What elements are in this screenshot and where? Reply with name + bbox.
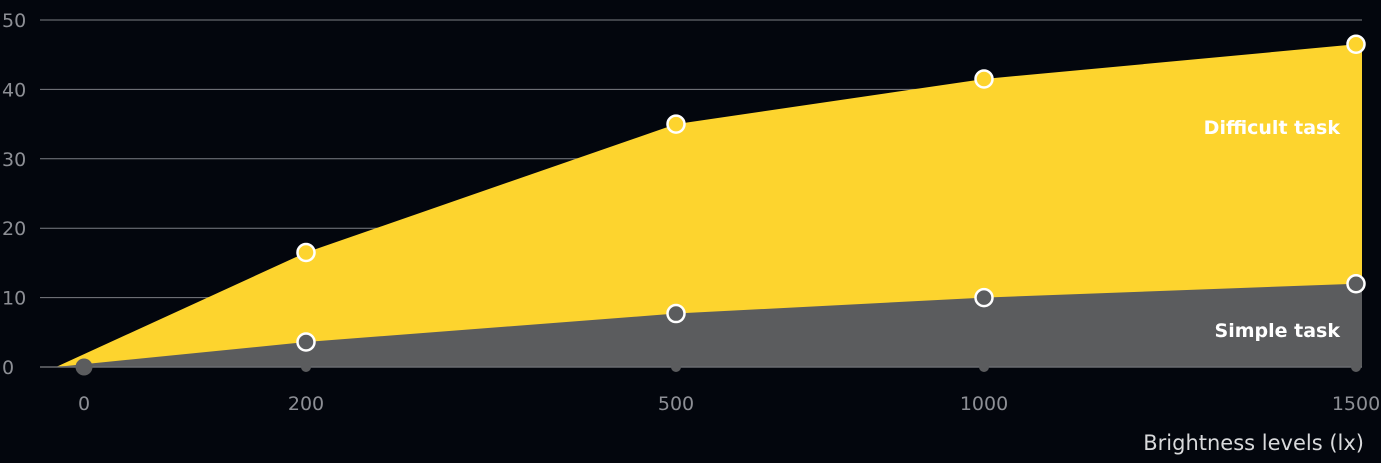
marker-simple-task xyxy=(974,287,994,308)
marker-simple-task xyxy=(666,303,686,324)
x-tick-label: 200 xyxy=(288,393,324,415)
y-tick-label: 10 xyxy=(2,288,26,310)
y-tick-label: 20 xyxy=(2,218,26,240)
x-tick-label: 500 xyxy=(658,393,694,415)
y-tick-label: 50 xyxy=(2,10,26,32)
y-tick-label: 40 xyxy=(2,79,26,101)
series-labels: Difficult task Simple task xyxy=(1204,117,1341,342)
marker-layer xyxy=(75,34,1366,376)
x-tick-mark xyxy=(979,362,989,372)
marker-difficult-task xyxy=(1346,34,1366,55)
x-tick-label: 1500 xyxy=(1332,393,1380,415)
y-tick-labels: 0 10 20 30 40 50 xyxy=(2,10,26,379)
area-layer xyxy=(56,44,1362,367)
marker-simple-task xyxy=(1346,273,1366,294)
x-tick-mark xyxy=(1351,362,1361,372)
y-tick-label: 30 xyxy=(2,149,26,171)
area-difficult-task xyxy=(56,44,1362,367)
x-tick-labels: 0 200 500 1000 1500 xyxy=(78,393,1380,415)
marker-difficult-task xyxy=(666,114,686,134)
series-label-simple-task: Simple task xyxy=(1215,320,1341,342)
marker-difficult-task xyxy=(974,69,994,89)
x-tick-mark xyxy=(671,362,681,372)
x-axis-label: Brightness levels (lx) xyxy=(1143,431,1364,455)
x-tick-label: 1000 xyxy=(960,393,1008,415)
x-axis xyxy=(40,362,1362,372)
area-simple-task xyxy=(56,283,1362,367)
marker-simple-task xyxy=(296,332,316,352)
origin-marker xyxy=(75,358,93,376)
y-tick-label: 0 xyxy=(2,357,14,379)
marker-difficult-task xyxy=(296,242,316,263)
series-label-difficult-task: Difficult task xyxy=(1204,117,1341,139)
x-tick-label: 0 xyxy=(78,393,90,415)
x-tick-mark xyxy=(301,362,311,372)
